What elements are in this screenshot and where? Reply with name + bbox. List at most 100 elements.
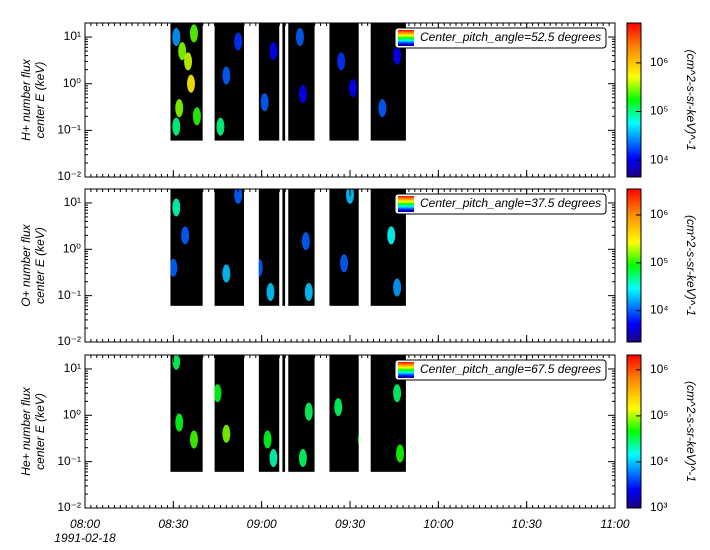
y-axis-label: center E (keV)	[33, 393, 47, 470]
x-tick-label: 10:00	[423, 517, 453, 531]
flux-patch	[172, 355, 181, 370]
flux-patch	[189, 24, 198, 43]
data-interval	[282, 355, 286, 472]
plot-area	[170, 355, 406, 472]
flux-patch	[301, 232, 310, 251]
flux-patch	[213, 384, 222, 403]
data-interval	[329, 355, 359, 472]
y-tick-label: 10⁻²	[57, 334, 81, 348]
colorbar-tick-label: 10⁴	[650, 303, 669, 317]
data-interval	[214, 355, 244, 472]
y-axis-label: H+ number flux	[19, 58, 33, 141]
flux-patch	[216, 117, 225, 136]
flux-patch	[298, 448, 307, 467]
flux-patch	[304, 402, 313, 421]
flux-patch	[360, 454, 369, 472]
flux-patch	[396, 444, 405, 463]
legend-swatch	[398, 30, 414, 46]
flux-patch	[234, 32, 243, 51]
flux-patch	[260, 93, 269, 112]
flux-patch	[269, 42, 278, 61]
data-interval	[170, 355, 203, 472]
plot-area	[170, 23, 406, 141]
legend-box	[394, 193, 607, 215]
colorbar-tick-label: 10⁵	[650, 104, 668, 118]
colorbar-tick-label: 10⁵	[650, 408, 668, 422]
flux-patch	[178, 42, 187, 61]
data-interval	[214, 189, 244, 306]
y-tick-label: 10⁻¹	[57, 123, 81, 137]
x-tick-label: 08:00	[70, 517, 100, 531]
colorbar-label: (cm^2-s-sr-keV)^-1	[684, 381, 698, 482]
legend-label: Center_pitch_angle=37.5 degrees	[420, 196, 601, 210]
flux-patch	[337, 52, 346, 71]
x-tick-label: 08:30	[158, 517, 188, 531]
colorbar-tick-label: 10⁶	[650, 362, 668, 376]
y-tick-label: 10⁰	[63, 407, 81, 421]
flux-patch	[254, 258, 263, 277]
data-interval	[329, 189, 359, 306]
flux-patch	[357, 430, 366, 449]
flux-patch	[222, 264, 231, 283]
flux-patch	[172, 117, 181, 136]
flux-patch	[181, 226, 190, 245]
flux-patch	[170, 258, 178, 277]
flux-patch	[340, 254, 349, 273]
flux-patch	[184, 52, 193, 71]
colorbar-tick-label: 10⁵	[650, 255, 668, 269]
y-axis-label: center E (keV)	[33, 227, 47, 304]
flux-patch	[172, 198, 181, 217]
y-axis-label: He+ number flux	[19, 386, 33, 475]
flux-patch	[269, 448, 278, 467]
legend-label: Center_pitch_angle=67.5 degrees	[420, 362, 601, 376]
flux-patch	[172, 28, 181, 47]
data-interval	[282, 23, 286, 141]
flux-patch	[304, 282, 313, 301]
flux-patch	[378, 99, 387, 118]
flux-patch	[263, 430, 272, 449]
flux-patch	[295, 28, 304, 47]
y-tick-label: 10⁰	[63, 76, 81, 90]
y-tick-label: 10⁻²	[57, 500, 81, 514]
colorbar-label: (cm^2-s-sr-keV)^-1	[684, 215, 698, 316]
x-tick-label: 11:00	[600, 517, 629, 531]
flux-patch	[348, 79, 357, 98]
flux-patch	[387, 226, 396, 245]
colorbar-tick-label: 10⁶	[650, 207, 668, 221]
plot-area	[170, 189, 406, 306]
legend-label: Center_pitch_angle=52.5 degrees	[420, 30, 601, 44]
flux-patch	[222, 424, 231, 443]
colorbar-tick-label: 10⁴	[650, 152, 669, 166]
y-axis-label: O+ number flux	[19, 223, 33, 306]
colorbar-tick-label: 10³	[650, 500, 667, 514]
x-tick-label: 10:30	[512, 517, 542, 531]
x-tick-label: 09:00	[247, 517, 277, 531]
y-tick-label: 10⁻²	[57, 169, 81, 183]
colorbar	[626, 354, 642, 509]
flux-patch	[189, 430, 198, 449]
data-interval	[282, 189, 286, 306]
flux-patch	[393, 46, 402, 65]
date-label: 1991-02-18	[54, 531, 116, 545]
y-tick-label: 10⁰	[63, 241, 81, 255]
flux-patch	[192, 107, 201, 126]
legend-box	[394, 27, 607, 49]
flux-patch	[175, 413, 184, 432]
colorbar	[626, 188, 642, 343]
colorbar-label: (cm^2-s-sr-keV)^-1	[684, 49, 698, 150]
colorbar-tick-label: 10⁶	[650, 55, 668, 69]
y-tick-label: 10¹	[64, 361, 81, 375]
y-axis-label: center E (keV)	[33, 62, 47, 139]
flux-patch	[222, 66, 231, 85]
flux-patch	[334, 398, 343, 417]
legend-swatch	[398, 196, 414, 212]
colorbar	[626, 22, 642, 178]
flux-patch	[393, 278, 402, 297]
y-tick-label: 10¹	[64, 29, 81, 43]
legend-swatch	[398, 362, 414, 378]
flux-patch	[298, 85, 307, 104]
y-tick-label: 10⁻¹	[57, 288, 81, 302]
flux-patch	[234, 189, 243, 204]
colorbar-tick-label: 10⁴	[650, 454, 669, 468]
